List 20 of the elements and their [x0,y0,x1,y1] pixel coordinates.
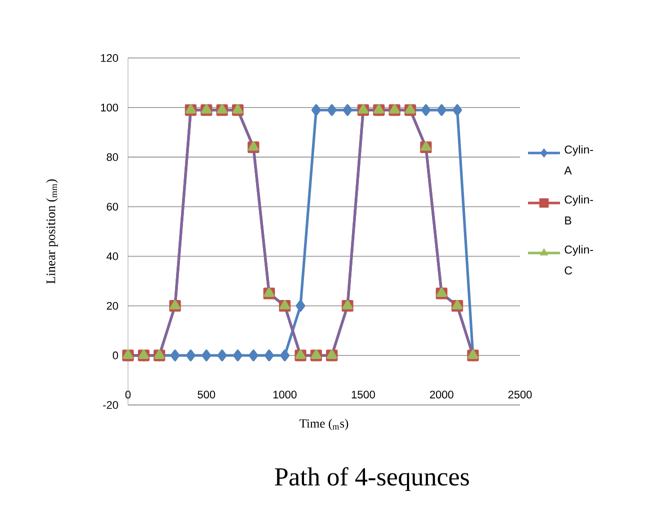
x-axis-title: Time ($_{m}$s) [300,418,348,430]
y-tick-label: -20 [103,401,118,409]
y-tick-label: 20 [106,302,118,310]
y-tick-label: 40 [106,252,118,260]
text: Path of 4-sequnces [274,467,469,491]
x-tick-label: 2000 [430,390,454,398]
y-tick-label: 60 [106,202,118,211]
x-tick-label: 1000 [273,390,297,398]
x-tick-label: 0 [125,390,131,398]
y-axis-title: Linear position ($_{mm}$) [46,179,58,284]
y-tick-label: 80 [106,153,118,162]
y-tick-label: 0 [112,352,118,360]
legend-label: Cylin-A [564,145,593,174]
x-tick-label: 500 [198,390,216,398]
x-tick-label: 2500 [508,390,532,398]
legend-label: Cylin-C [564,245,593,275]
y-tick-label: 100 [101,104,118,112]
y-tick-label: 120 [101,54,118,62]
x-tick-label: 1500 [352,390,375,398]
legend-label: Cylin-B [564,195,593,224]
